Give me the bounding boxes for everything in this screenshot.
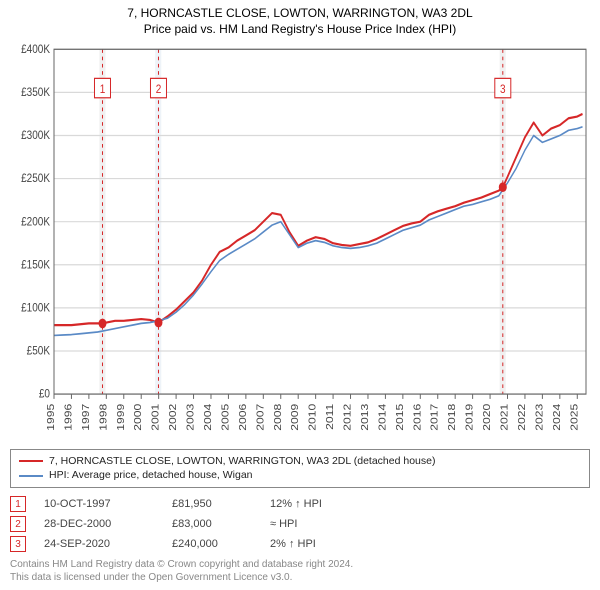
svg-text:2014: 2014 <box>377 404 388 431</box>
svg-text:£50K: £50K <box>27 345 51 358</box>
svg-text:2: 2 <box>156 83 162 96</box>
plot-area: £0 £50K £100K £150K £200K £250K £300K £350K £400… <box>8 42 592 443</box>
event-row: 2 28-DEC-2000 £83,000 ≈ HPI <box>10 514 590 534</box>
attribution-line2: This data is licensed under the Open Gov… <box>10 571 590 584</box>
svg-text:£200K: £200K <box>21 215 50 228</box>
event-price: £81,950 <box>172 498 252 510</box>
svg-text:2012: 2012 <box>342 404 353 431</box>
svg-text:2001: 2001 <box>151 404 162 431</box>
event-row: 1 10-OCT-1997 £81,950 12% ↑ HPI <box>10 494 590 514</box>
svg-text:£100K: £100K <box>21 302 50 315</box>
svg-text:2024: 2024 <box>552 404 563 431</box>
event-diff: 12% ↑ HPI <box>270 498 370 510</box>
svg-text:2003: 2003 <box>185 404 196 431</box>
title-address: 7, HORNCASTLE CLOSE, LOWTON, WARRINGTON,… <box>8 6 592 20</box>
event-marker: 3 <box>10 536 26 552</box>
svg-text:£300K: £300K <box>21 129 50 142</box>
svg-text:2009: 2009 <box>290 404 301 431</box>
svg-text:1: 1 <box>100 83 106 96</box>
svg-text:1996: 1996 <box>63 404 74 431</box>
svg-text:3: 3 <box>500 83 506 96</box>
svg-text:2025: 2025 <box>569 404 580 431</box>
svg-text:2019: 2019 <box>465 404 476 431</box>
svg-text:2020: 2020 <box>482 404 493 431</box>
svg-text:2017: 2017 <box>430 404 441 431</box>
svg-text:2010: 2010 <box>308 404 319 431</box>
svg-text:2000: 2000 <box>133 404 144 431</box>
event-marker: 2 <box>10 516 26 532</box>
legend-swatch <box>19 460 43 462</box>
legend-item: 7, HORNCASTLE CLOSE, LOWTON, WARRINGTON,… <box>19 454 581 469</box>
svg-text:2006: 2006 <box>238 404 249 431</box>
svg-text:2018: 2018 <box>447 404 458 431</box>
event-diff: ≈ HPI <box>270 518 370 530</box>
legend: 7, HORNCASTLE CLOSE, LOWTON, WARRINGTON,… <box>10 449 590 488</box>
svg-text:2013: 2013 <box>360 404 371 431</box>
svg-text:2023: 2023 <box>534 404 545 431</box>
legend-item: HPI: Average price, detached house, Wiga… <box>19 468 581 483</box>
event-price: £83,000 <box>172 518 252 530</box>
svg-text:2007: 2007 <box>255 404 266 431</box>
svg-text:£400K: £400K <box>21 43 50 56</box>
svg-text:2015: 2015 <box>395 404 406 431</box>
event-table: 1 10-OCT-1997 £81,950 12% ↑ HPI 2 28-DEC-2000… <box>10 494 590 554</box>
event-row: 3 24-SEP-2020 £240,000 2% ↑ HPI <box>10 534 590 554</box>
event-price: £240,000 <box>172 538 252 550</box>
svg-text:2008: 2008 <box>273 404 284 431</box>
svg-text:2016: 2016 <box>412 404 423 431</box>
svg-text:1998: 1998 <box>98 404 109 431</box>
event-marker: 1 <box>10 496 26 512</box>
svg-text:1999: 1999 <box>116 404 127 431</box>
svg-text:2022: 2022 <box>517 404 528 431</box>
svg-text:2021: 2021 <box>499 404 510 431</box>
svg-text:£0: £0 <box>39 388 50 401</box>
svg-text:£150K: £150K <box>21 259 50 272</box>
line-chart: £0 £50K £100K £150K £200K £250K £300K £350K £400… <box>8 42 592 443</box>
svg-text:£350K: £350K <box>21 86 50 99</box>
attribution: Contains HM Land Registry data © Crown c… <box>10 558 590 584</box>
event-date: 10-OCT-1997 <box>44 498 154 510</box>
event-date: 28-DEC-2000 <box>44 518 154 530</box>
title-block: 7, HORNCASTLE CLOSE, LOWTON, WARRINGTON,… <box>0 0 600 38</box>
svg-text:2002: 2002 <box>168 404 179 431</box>
legend-label: HPI: Average price, detached house, Wiga… <box>49 468 253 483</box>
svg-text:2011: 2011 <box>325 404 336 430</box>
legend-label: 7, HORNCASTLE CLOSE, LOWTON, WARRINGTON,… <box>49 454 435 469</box>
event-date: 24-SEP-2020 <box>44 538 154 550</box>
event-diff: 2% ↑ HPI <box>270 538 370 550</box>
svg-text:2004: 2004 <box>203 404 214 431</box>
svg-text:1997: 1997 <box>81 404 92 431</box>
title-subtitle: Price paid vs. HM Land Registry's House … <box>8 22 592 36</box>
chart-container: 7, HORNCASTLE CLOSE, LOWTON, WARRINGTON,… <box>0 0 600 590</box>
svg-text:1995: 1995 <box>46 404 57 431</box>
svg-text:2005: 2005 <box>220 404 231 431</box>
attribution-line1: Contains HM Land Registry data © Crown c… <box>10 558 590 571</box>
svg-text:£250K: £250K <box>21 172 50 185</box>
legend-swatch <box>19 475 43 477</box>
